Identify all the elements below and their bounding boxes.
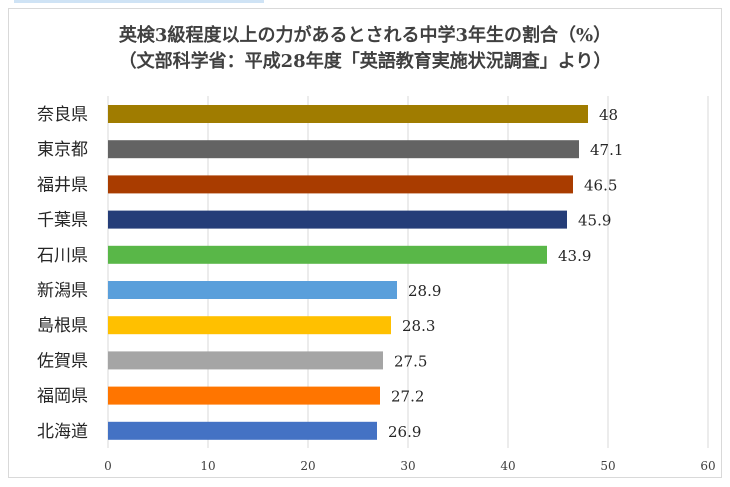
x-tick-label: 50 [600,459,615,473]
value-label: 43.9 [558,247,591,265]
bars [108,105,588,440]
value-label: 46.5 [584,176,617,194]
category-label: 福井県 [37,175,88,195]
category-label: 新潟県 [37,281,88,301]
chart-subtitle: （文部科学省：平成28年度「英語教育実施状況調査」より） [118,51,612,72]
value-label: 28.3 [402,317,435,335]
bar [108,105,588,123]
category-label: 石川県 [37,246,88,266]
bar [108,386,380,405]
value-label: 26.9 [388,423,421,441]
top-accent-bar [14,0,264,3]
x-tick-label: 0 [104,459,112,473]
x-tick-label: 60 [700,459,715,473]
value-label: 28.9 [408,282,441,300]
bar [108,351,383,370]
chart-title: 英検3級程度以上の力があるとされる中学3年生の割合（%） [118,25,612,46]
labels: 0 10 20 30 40 50 60 奈良県 48 東京都 47.1 福井県 46.5 千葉県 45.9 石… [37,105,716,473]
bar [108,140,579,159]
category-label: 北海道 [37,422,88,442]
x-tick-label: 20 [300,459,315,473]
value-label: 47.1 [590,141,623,159]
category-label: 島根県 [37,316,88,336]
category-label: 佐賀県 [37,351,88,371]
bar [108,210,567,229]
value-label: 27.5 [394,352,427,370]
value-label: 27.2 [391,388,424,406]
value-label: 45.9 [578,212,611,230]
bar [108,175,573,194]
category-label: 東京都 [37,140,88,160]
bar [108,281,397,299]
category-label: 千葉県 [37,211,88,231]
category-label: 奈良県 [37,105,88,125]
bar [108,316,391,335]
x-tick-label: 40 [500,459,515,473]
value-label: 48 [599,106,618,124]
x-tick-label: 30 [400,459,415,473]
bar [108,245,547,264]
x-tick-label: 10 [200,459,215,473]
bar [108,421,377,440]
category-label: 福岡県 [37,387,88,407]
